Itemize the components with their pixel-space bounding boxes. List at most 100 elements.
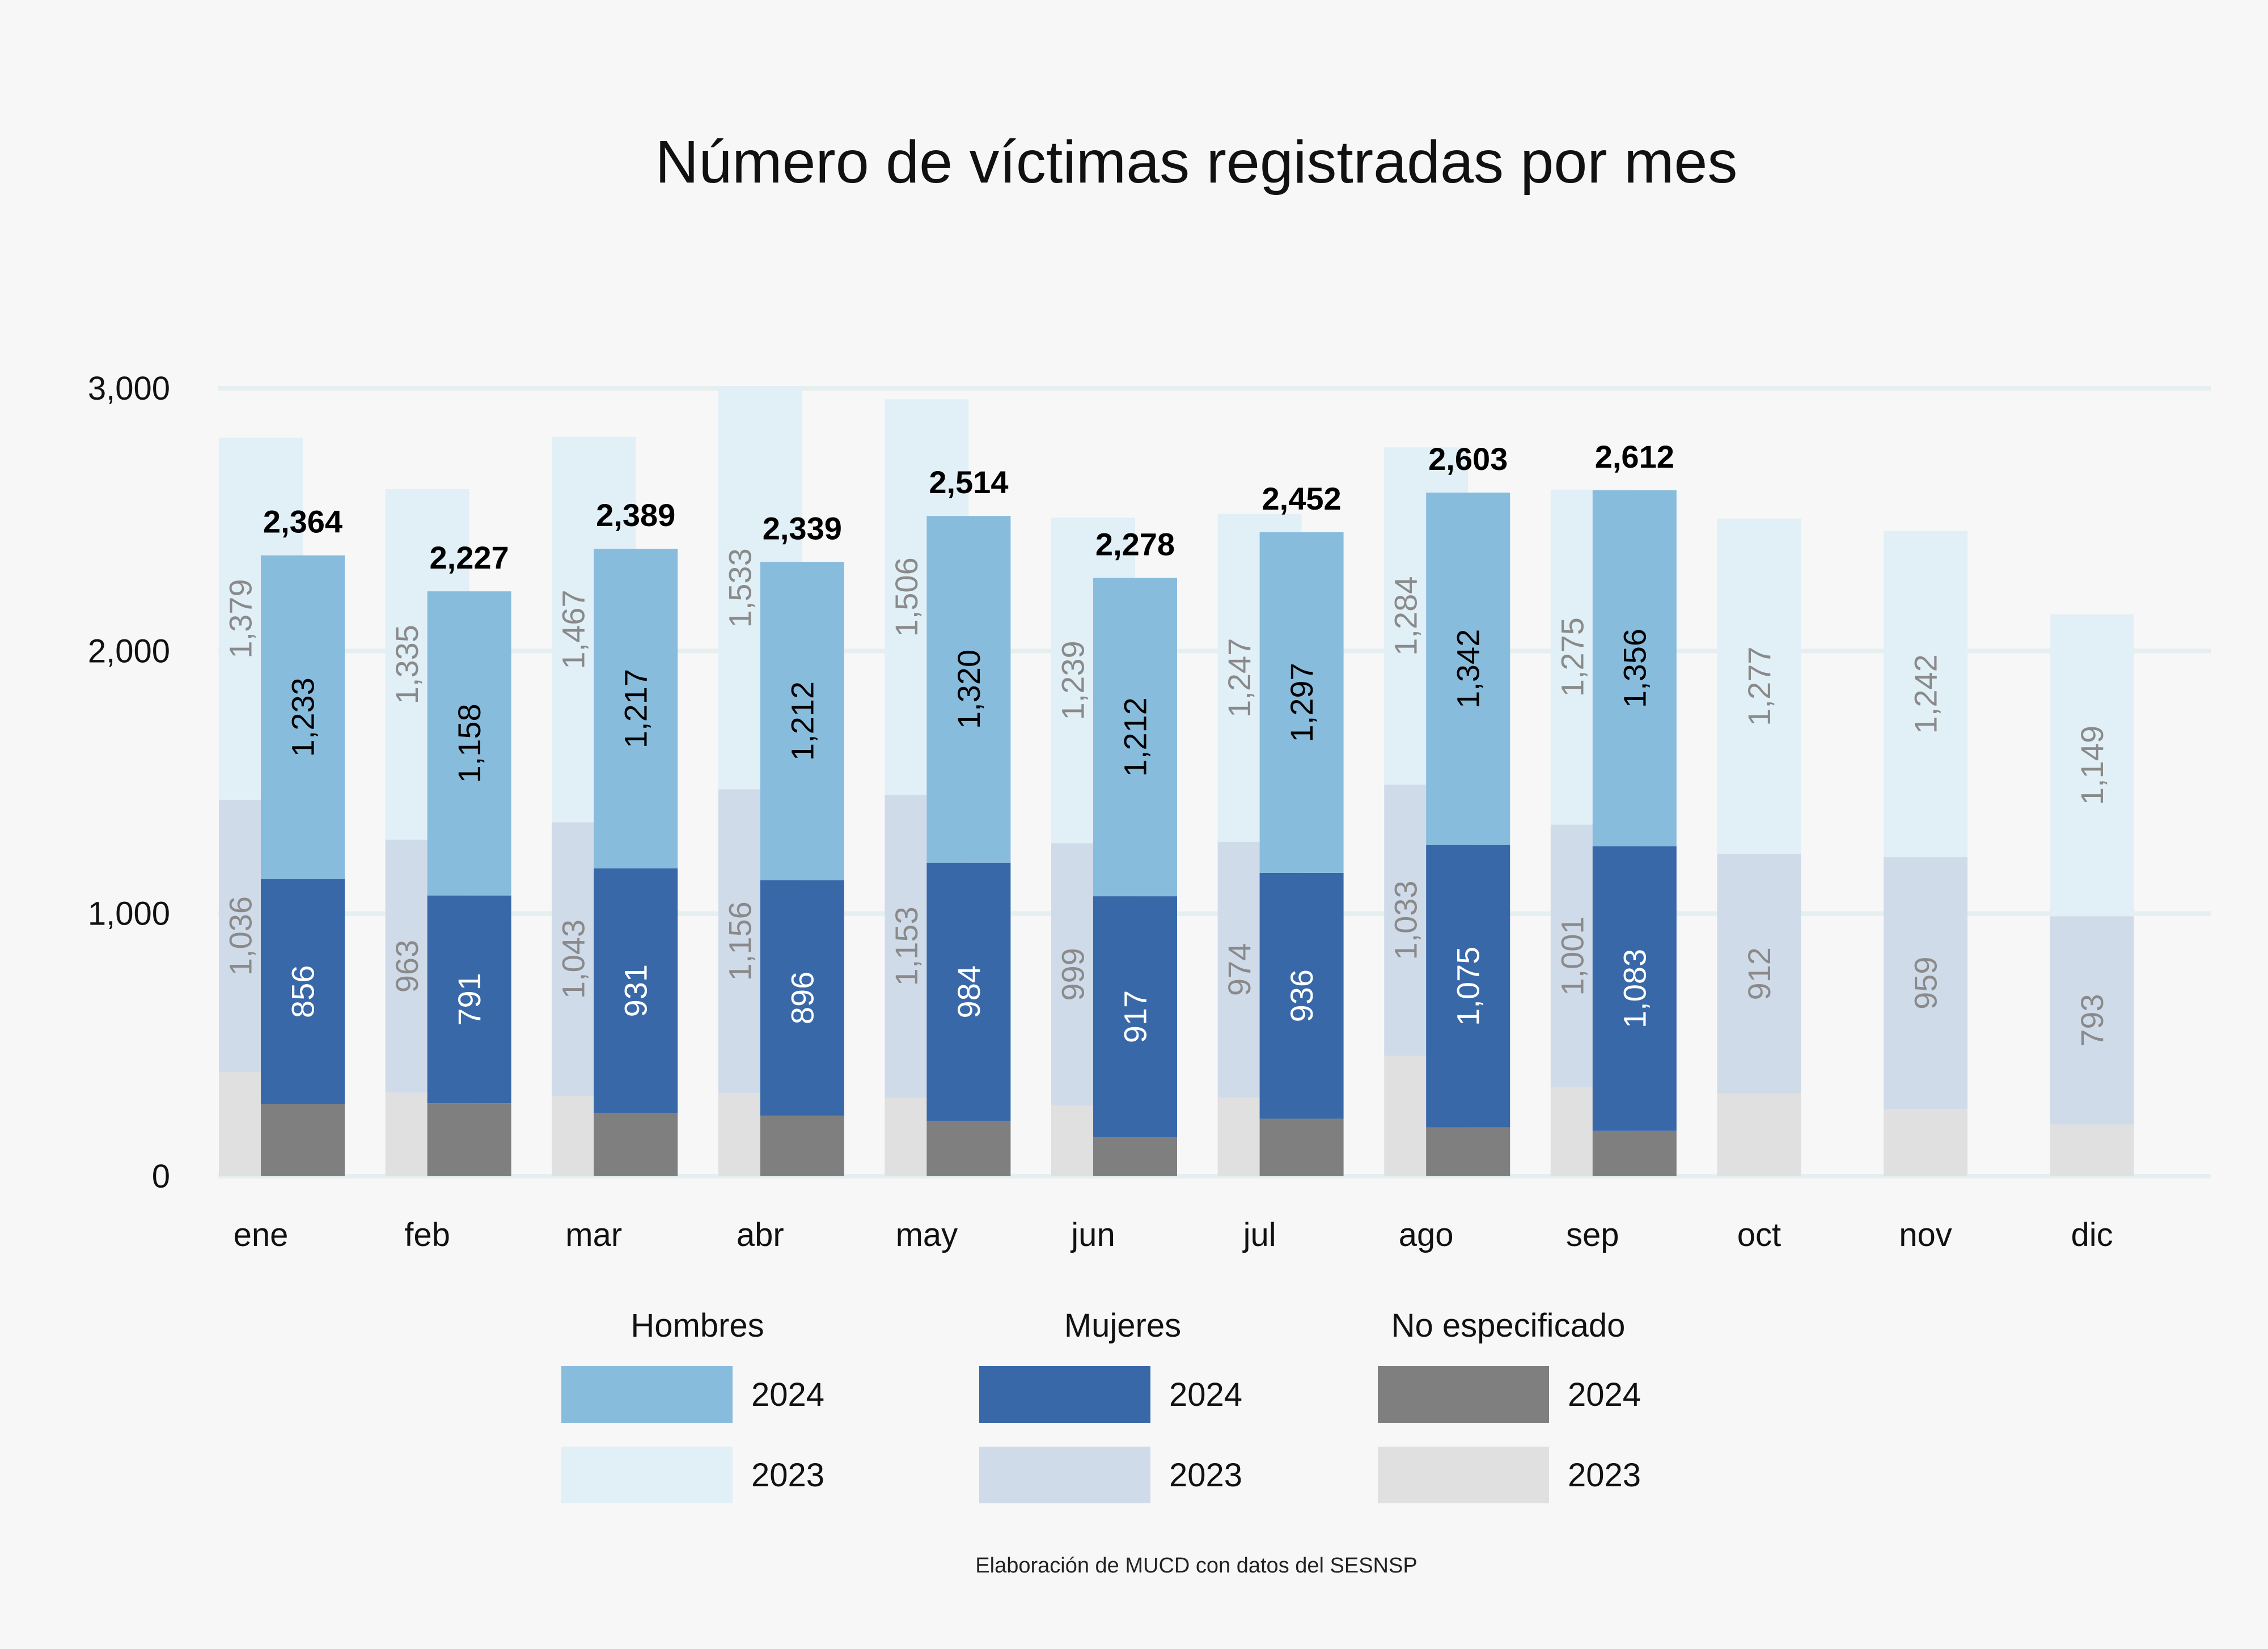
x-tick-label: jun [1070,1216,1115,1253]
bar-2023-no-especificado [1717,1093,1801,1176]
legend-group-title: No especificado [1391,1307,1626,1344]
label-2024-mujeres: 896 [784,972,820,1024]
legend-entry-label: 2024 [751,1376,824,1413]
bar-2023-hombres [1717,518,1801,854]
label-2023-hombres: 1,284 [1388,576,1424,656]
bar-2024-hombres [1592,490,1677,847]
bar-2024-no-especificado [1093,1137,1177,1176]
label-2023-mujeres: 1,036 [223,896,259,976]
label-2023-mujeres: 912 [1741,947,1777,1000]
legend-swatch [1378,1447,1549,1503]
label-2023-mujeres: 1,043 [556,919,591,999]
label-2024-total: 2,227 [430,540,509,575]
label-2024-total: 2,612 [1595,439,1674,474]
label-2023-hombres: 1,506 [888,557,924,637]
y-tick-label: 1,000 [88,896,170,932]
label-2023-hombres: 1,467 [556,590,591,669]
label-2023-mujeres: 1,153 [888,906,924,986]
bar-2024-hombres [427,591,511,896]
x-tick-label: abr [737,1216,784,1253]
label-2023-hombres: 1,379 [223,579,259,659]
label-2023-hombres: 1,149 [2074,726,2110,805]
bar-2024-hombres [1426,492,1510,845]
bar-2024-mujeres [926,862,1011,1121]
label-2024-mujeres: 917 [1118,990,1153,1043]
label-2023-mujeres: 1,156 [722,901,758,981]
bar-2024-no-especificado [926,1121,1011,1176]
x-tick-label: oct [1737,1216,1781,1253]
x-tick-label: ene [234,1216,289,1253]
label-2023-hombres: 1,239 [1055,641,1091,720]
x-axis: ene feb mar abr may jun jul ago sep oct nov dic [234,1216,2113,1253]
label-2024-mujeres: 931 [618,964,654,1017]
label-2023-mujeres: 793 [2074,994,2110,1046]
bar-2024-mujeres [261,879,345,1104]
label-2023-hombres: 1,242 [1908,654,1944,734]
legend-swatch [561,1366,733,1423]
label-2024-hombres: 1,217 [618,669,654,748]
label-2024-total: 2,514 [929,464,1008,500]
label-2024-hombres: 1,233 [285,677,321,757]
bar-2023-mujeres [1717,854,1801,1094]
bar-2023-hombres [1884,531,1967,858]
bar-2024-mujeres [427,895,511,1104]
bar-2024-no-especificado [261,1104,345,1176]
bar-2023-no-especificado [2050,1124,2134,1176]
bar-2024-hombres [1259,532,1344,873]
x-tick-label: jul [1242,1216,1276,1253]
bar-2023-mujeres [1884,857,1967,1109]
label-2024-mujeres: 856 [285,965,321,1018]
label-2023-mujeres: 963 [389,940,425,993]
legend-swatch [1378,1366,1549,1423]
label-2024-hombres: 1,320 [951,650,987,729]
label-2023-hombres: 1,275 [1554,617,1590,697]
legend-entry-label: 2023 [1169,1457,1242,1494]
y-tick-label: 3,000 [88,370,170,407]
label-2023-mujeres: 959 [1908,956,1944,1009]
label-2024-total: 2,389 [596,497,675,533]
label-2024-hombres: 1,212 [1118,697,1153,777]
label-2024-total: 2,339 [763,510,842,546]
bar-2024-no-especificado [427,1103,511,1176]
bar-2024-hombres [1093,578,1177,897]
label-2024-total: 2,452 [1262,481,1342,516]
legend-group-title: Hombres [631,1307,764,1344]
bar-2023-no-especificado [1884,1109,1967,1176]
label-2023-hombres: 1,277 [1741,647,1777,726]
label-2024-mujeres: 936 [1284,969,1319,1022]
legend-entry-label: 2023 [751,1457,824,1494]
x-tick-label: mar [565,1216,622,1253]
label-2023-hombres: 1,533 [722,548,758,628]
x-tick-label: nov [1899,1216,1952,1253]
bar-2024-mujeres [1259,872,1344,1119]
legend-entry-label: 2024 [1568,1376,1641,1413]
bar-2023-hombres [2050,614,2134,917]
label-2024-total: 2,364 [263,504,342,540]
label-2024-mujeres: 1,083 [1617,949,1652,1028]
bar-2024-mujeres [760,880,844,1116]
bar-2024-mujeres [1592,846,1677,1131]
x-tick-label: may [896,1216,958,1253]
bar-2024-no-especificado [1259,1118,1344,1176]
label-2023-mujeres: 1,001 [1554,916,1590,995]
label-2024-total: 2,278 [1095,527,1175,562]
y-tick-label: 2,000 [88,633,170,669]
label-2024-hombres: 1,356 [1617,629,1652,708]
label-2024-hombres: 1,212 [784,681,820,761]
label-2024-mujeres: 984 [951,965,987,1018]
bar-2024-hombres [760,562,844,880]
legend-swatch [979,1447,1150,1503]
bar-2024-mujeres [1426,845,1510,1127]
label-2024-hombres: 1,297 [1284,663,1319,742]
legend-entry-label: 2023 [1568,1457,1641,1494]
label-2024-hombres: 1,342 [1450,629,1486,709]
bar-2024-hombres [261,555,345,879]
label-2023-hombres: 1,247 [1221,638,1257,718]
x-tick-label: feb [404,1216,450,1253]
bar-2024-mujeres [594,868,678,1113]
label-2023-mujeres: 999 [1055,948,1091,1001]
bar-2023-mujeres [2050,916,2134,1125]
x-tick-label: dic [2071,1216,2113,1253]
y-tick-label: 0 [152,1158,170,1195]
